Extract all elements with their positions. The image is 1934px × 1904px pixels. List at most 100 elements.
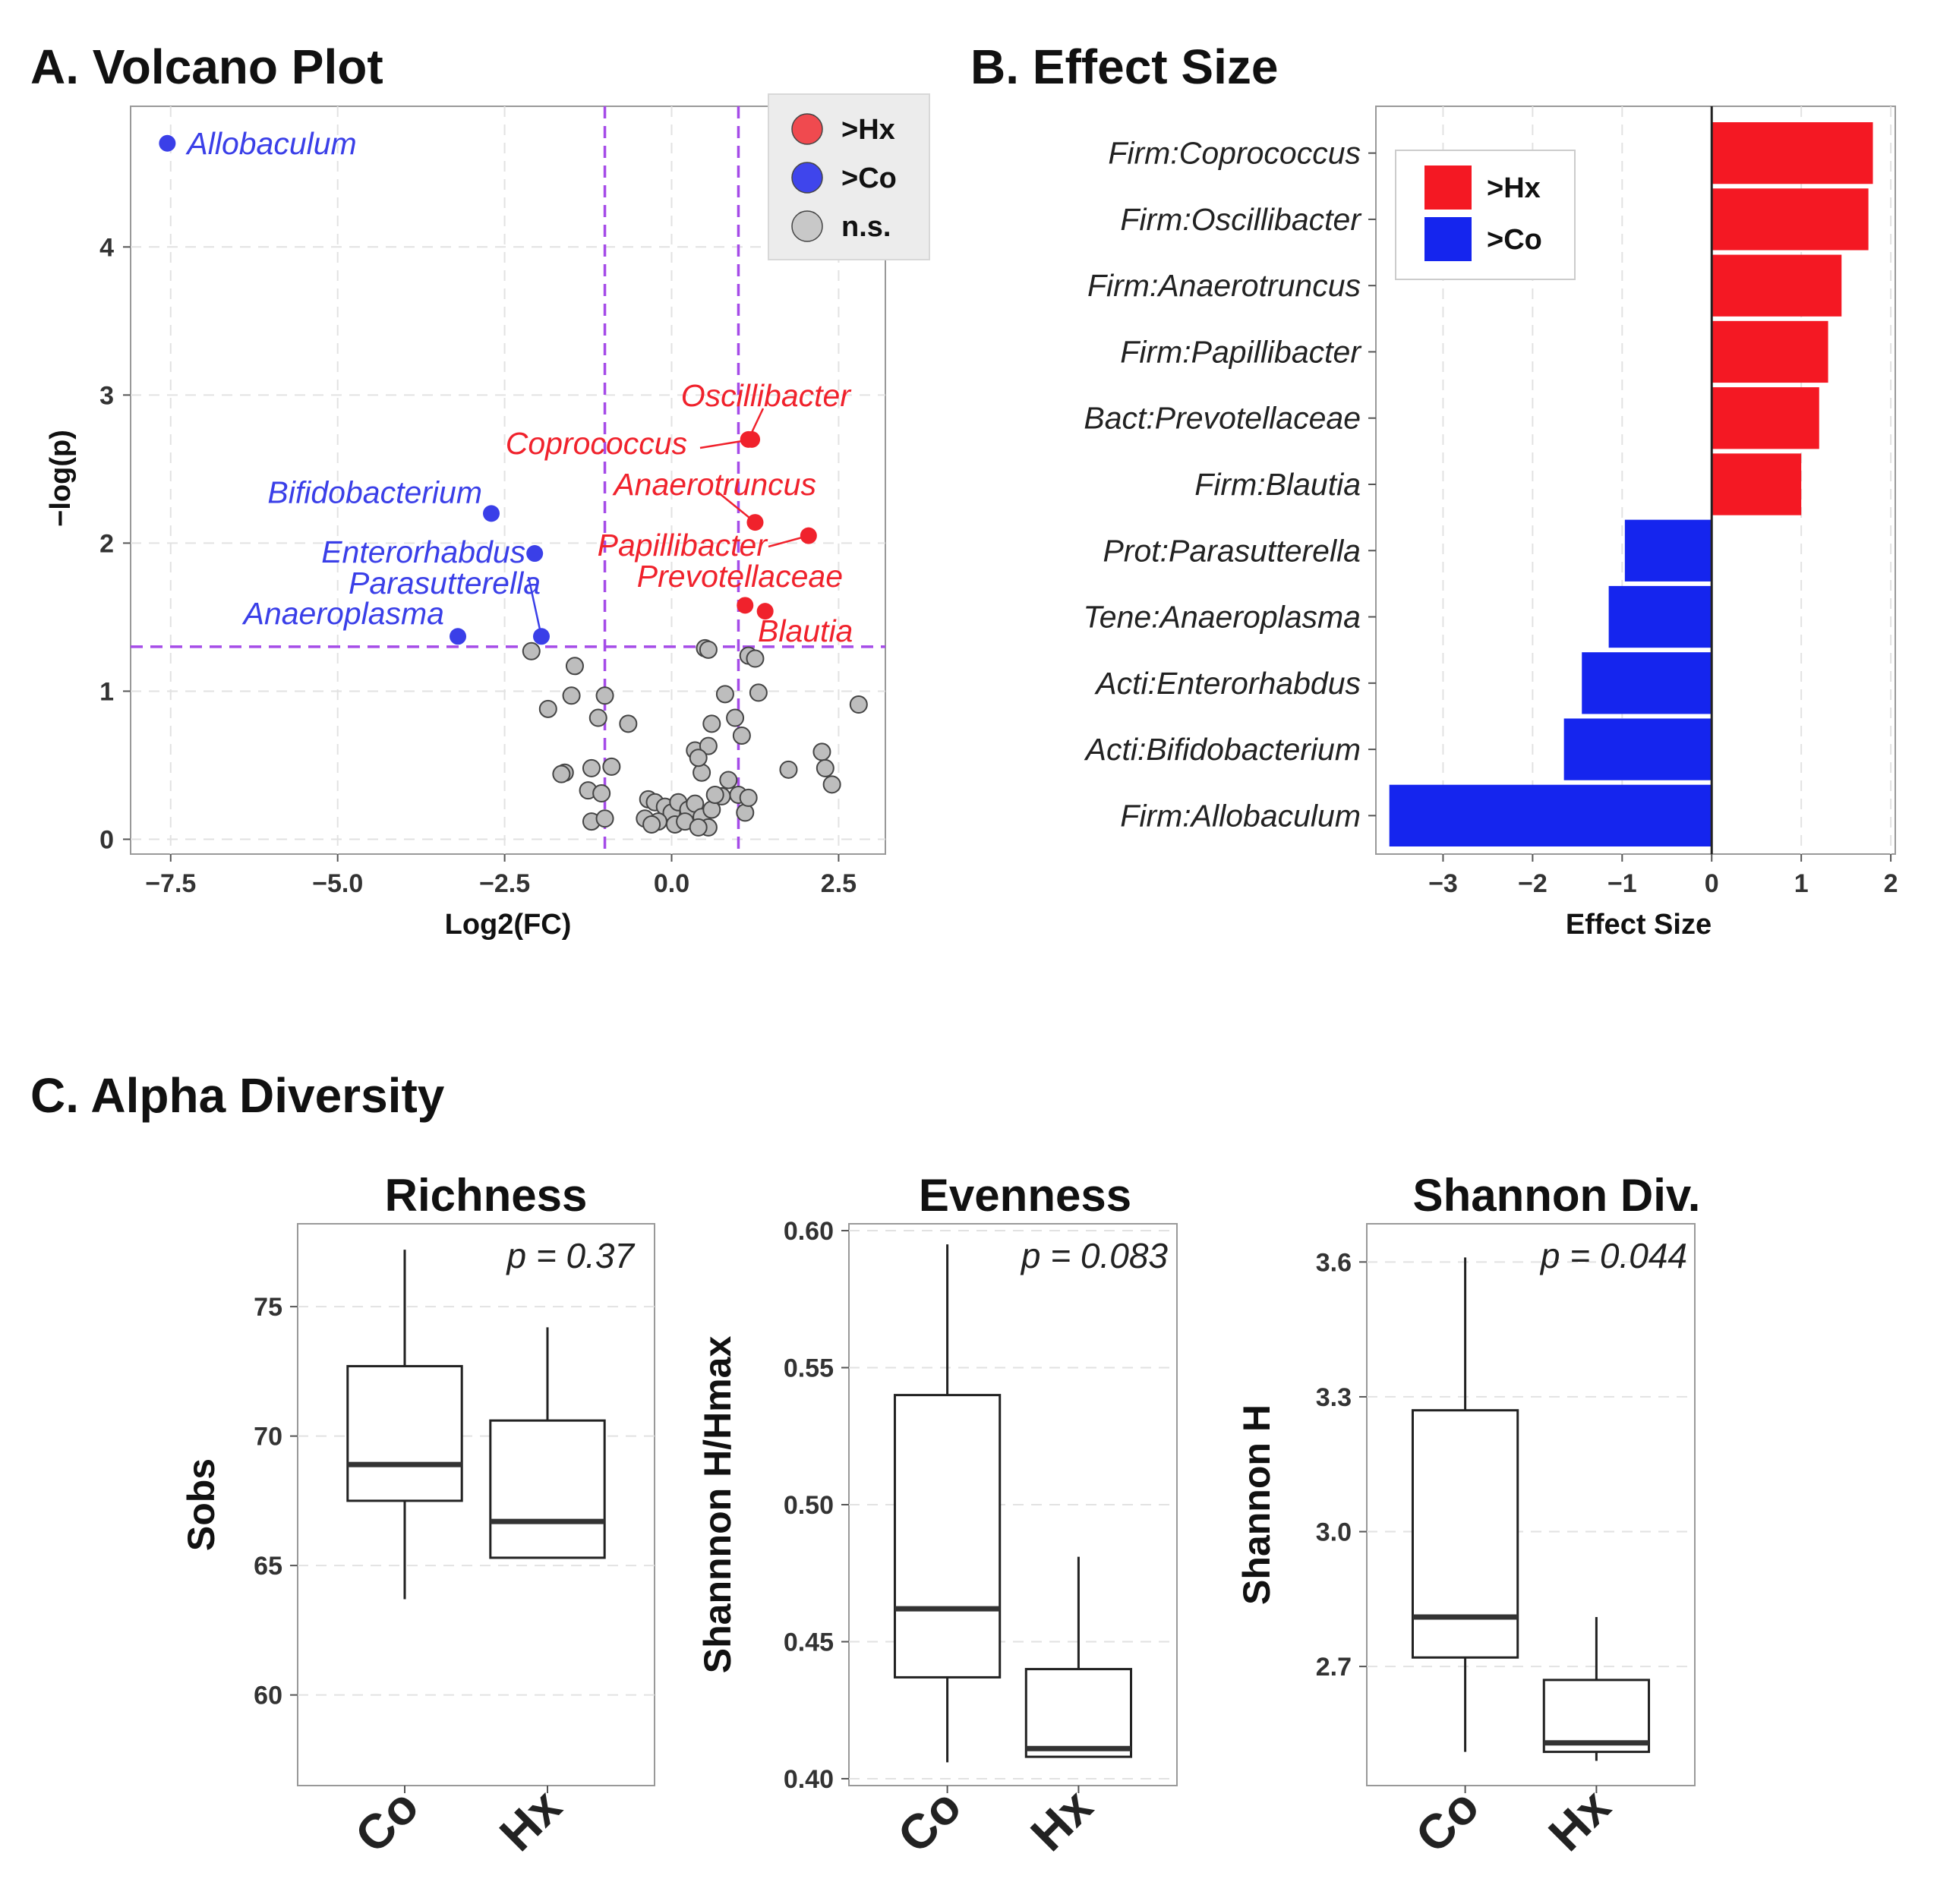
ns-point [522,641,541,660]
boxplot-y-tick-label: 70 [254,1423,282,1452]
boxplot-box [1411,1409,1519,1659]
boxplot-y-tick-label: 2.7 [1316,1653,1352,1682]
ns-point [816,758,834,777]
boxplot-y-tick-label: 0.55 [784,1354,834,1383]
effect-size-category-label: Bact:Prevotellaceae [1084,401,1361,436]
richness-plot-area [297,1223,655,1786]
volcano-y-tick-label: 4 [99,233,114,262]
volcano-panel: A. Volcano Plot Allobaculum Bifidobacteri… [30,39,930,941]
effect-size-x-tick-label: −2 [1518,869,1548,898]
boxplot-y-tick-label: 60 [254,1682,282,1710]
volcano-x-tick-label: −5.0 [312,869,363,898]
volcano-y-tick-label: 2 [99,529,114,558]
effect-size-x-tick-label: 1 [1794,869,1809,898]
ns-point [779,760,798,779]
evenness-title: Evenness [919,1170,1131,1221]
effect-size-bar [1712,387,1819,449]
boxplot-y-tick-label: 0.50 [784,1491,834,1520]
effect-size-category-label: Tene:Anaeroplasma [1084,600,1361,635]
ns-point [739,788,758,807]
point-label: Anaerotruncus [611,467,816,502]
ns-point [689,818,708,837]
richness-y-axis-title: Sobs [180,1458,222,1551]
shannon-plot-area [1366,1223,1696,1786]
volcano-legend-label: >Co [841,162,897,194]
boxplot-box [346,1365,463,1502]
richness-title: Richness [385,1170,588,1221]
boxplot-y-tick-label: 0.60 [784,1217,834,1246]
significant-point [800,527,817,544]
ns-point [822,775,841,794]
effect-size-bar [1712,320,1828,383]
effect-size-title: B. Effect Size [970,39,1278,94]
significant-point [450,628,467,645]
shannon-pvalue: p = 0.044 [1539,1236,1687,1275]
effect-size-bar [1712,453,1802,515]
boxplot-y-tick-label: 3.3 [1316,1383,1352,1412]
effect-size-legend-box [1395,150,1576,280]
volcano-legend: >Hx >Co n.s. [768,93,930,260]
ns-point [588,708,607,727]
ns-point [746,649,765,668]
ns-point [849,695,868,714]
significant-point [532,628,550,645]
effect-size-bar [1712,254,1842,317]
ns-point [689,749,708,768]
effect-size-legend-label: >Hx [1487,172,1541,204]
point-label: Coprococcus [506,426,687,461]
volcano-plot-area [130,106,886,855]
ns-point [595,809,614,828]
ns-point [592,784,611,803]
alpha-diversity-title: C. Alpha Diversity [30,1068,445,1123]
volcano-x-tick-label: −2.5 [479,869,530,898]
volcano-y-axis-title: −log(p) [45,430,77,527]
richness-pvalue: p = 0.37 [505,1236,635,1275]
effect-size-bar [1712,122,1873,184]
ns-point [699,640,718,659]
point-label: Anaeroplasma [241,596,444,631]
boxplot-y-tick-label: 0.45 [784,1628,834,1657]
point-label: Blautia [758,613,853,648]
effect-size-x-tick-label: 2 [1884,869,1898,898]
ns-point [702,714,721,733]
boxplot-y-tick-label: 3.6 [1316,1248,1352,1277]
significant-point [737,597,754,614]
effect-size-bar [1712,188,1869,251]
boxplot-y-tick-label: 0.40 [784,1765,834,1794]
volcano-y-tick-label: 3 [99,381,114,410]
boxplot-y-tick-label: 3.0 [1316,1518,1352,1547]
ns-point [726,708,745,727]
ns-point [732,726,751,745]
shannon-title: Shannon Div. [1413,1170,1701,1221]
evenness-pvalue: p = 0.083 [1020,1236,1169,1275]
boxplot-box [1024,1668,1133,1758]
point-label-leader [527,576,543,637]
volcano-legend-label: n.s. [841,211,891,243]
effect-size-x-tick-label: 0 [1705,869,1719,898]
effect-size-x-tick-label: −1 [1607,869,1637,898]
significant-point [746,514,764,531]
ns-point [715,685,734,704]
volcano-x-tick-label: −7.5 [145,869,196,898]
volcano-title: A. Volcano Plot [30,39,383,94]
volcano-x-tick-label: 2.5 [821,869,857,898]
ns-point [602,757,621,776]
ns-point [582,758,601,777]
volcano-x-axis-title: Log2(FC) [445,909,572,941]
effect-size-x-axis-title: Effect Size [1566,909,1712,941]
ns-point [565,657,584,676]
boxplot-box [489,1419,606,1559]
ns-point [693,763,711,782]
ns-point [749,683,768,702]
effect-size-category-label: Firm:Anaerotruncus [1087,268,1361,303]
point-label: Bifidobacterium [267,474,482,509]
ns-point [552,764,571,783]
effect-size-bar [1608,585,1712,648]
significant-point [526,545,544,563]
boxplot-y-tick-label: 75 [254,1293,282,1322]
boxplot-box [1542,1679,1651,1754]
effect-size-legend-swatch [1424,217,1472,261]
effect-size-category-label: Firm:Papillibacter [1120,334,1362,369]
boxplot-y-tick-label: 65 [254,1552,282,1581]
